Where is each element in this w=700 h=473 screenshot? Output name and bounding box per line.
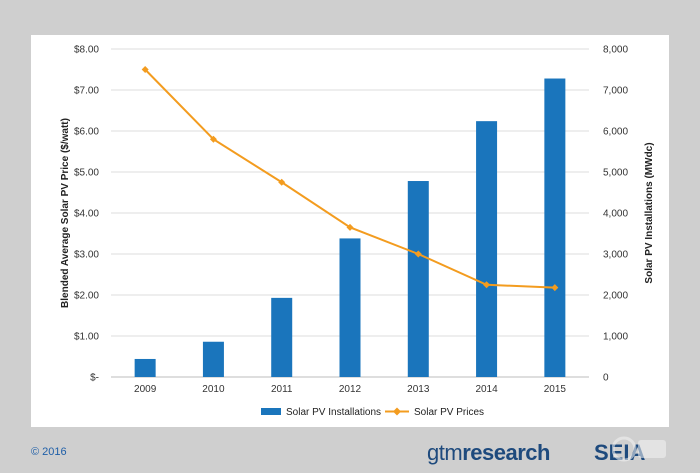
right-tick-label: 2,000 [603,291,628,302]
right-axis-title: Solar PV Installations (MWdc) [644,142,655,283]
left-tick-label: $2.00 [74,291,99,302]
combo-chart: $- $1.00 $2.00 $3.00 $4.00 $5.00 $6.00 $7.00 $8.… [60,45,655,419]
left-tick-label: $1.00 [74,332,99,343]
price-point-2015 [551,284,559,292]
left-tick-label: $8.00 [74,45,99,56]
bar-2012 [339,238,361,377]
gridlines [111,48,589,378]
x-tick-label: 2014 [475,384,498,395]
logo-research-part: research [462,440,550,465]
right-tick-label: 6,000 [603,127,628,138]
seia-logo: SEIA [594,440,646,465]
bar-2011 [271,297,293,377]
price-point-2014 [483,281,491,289]
right-axis-ticks: 0 1,000 2,000 3,000 4,000 5,000 6,000 7,000 8,00… [603,45,628,384]
price-point-2010 [209,135,217,143]
right-tick-label: 4,000 [603,209,628,220]
left-tick-label: $- [90,373,99,384]
price-point-2013 [414,250,422,258]
right-tick-label: 1,000 [603,332,628,343]
copyright-text: © 2016 [31,446,67,458]
left-tick-label: $5.00 [74,168,99,179]
x-tick-label: 2009 [134,384,157,395]
chart-panel: $- $1.00 $2.00 $3.00 $4.00 $5.00 $6.00 $7.00 $8.… [31,35,669,427]
left-tick-label: $3.00 [74,250,99,261]
left-axis-ticks: $- $1.00 $2.00 $3.00 $4.00 $5.00 $6.00 $7.00 $8.… [74,45,99,384]
prices-line [141,66,559,292]
legend-label-prices: Solar PV Prices [414,407,484,418]
left-tick-label: $7.00 [74,86,99,97]
bar-2010 [202,341,224,377]
x-tick-label: 2012 [339,384,362,395]
right-tick-label: 3,000 [603,250,628,261]
bar-2009 [134,358,156,377]
price-point-2009 [141,66,149,73]
right-tick-label: 8,000 [603,45,628,56]
x-tick-label: 2010 [202,384,225,395]
legend-swatch-installations [261,408,281,415]
x-tick-label: 2015 [544,384,567,395]
bar-2014 [476,121,498,377]
left-axis-title: Blended Average Solar PV Price ($/watt) [60,118,71,308]
left-tick-label: $6.00 [74,127,99,138]
logo-gtm-part: gtm [427,440,463,465]
bar-2015 [544,78,566,377]
legend-label-installations: Solar PV Installations [286,407,381,418]
bar-2013 [407,181,429,377]
right-tick-label: 7,000 [603,86,628,97]
left-tick-label: $4.00 [74,209,99,220]
x-tick-label: 2011 [271,384,293,395]
price-point-2011 [278,178,286,186]
legend-marker-prices [393,407,401,416]
x-tick-label: 2013 [407,384,430,395]
watermark-icon [612,436,666,462]
x-axis-ticks: 2009 2010 2011 2012 2013 2014 2015 [134,384,566,395]
gtm-research-logo: gtmresearch [427,440,550,466]
legend: Solar PV Installations Solar PV Prices [261,407,484,418]
right-tick-label: 0 [603,373,609,384]
right-tick-label: 5,000 [603,168,628,179]
installations-bars [134,78,566,377]
price-point-2012 [346,223,354,231]
